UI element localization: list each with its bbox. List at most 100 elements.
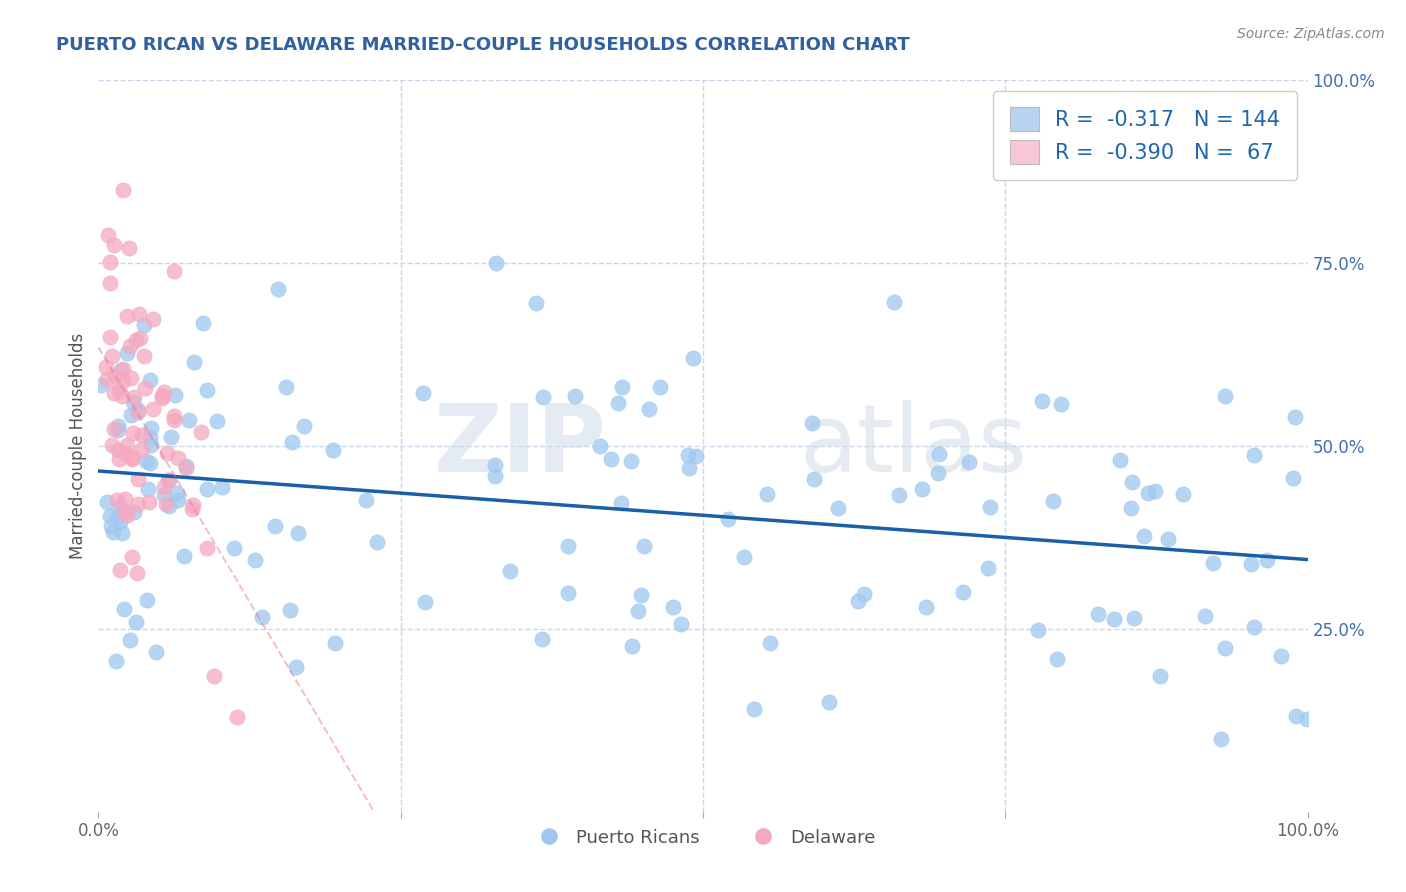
Point (139, 430, 162, 444)
Point (132, 318, 155, 332)
Point (112, 602, 135, 616)
Point (97, 227, 120, 242)
Legend: Puerto Ricans, Delaware: Puerto Ricans, Delaware (523, 822, 883, 854)
Point (285, 660, 308, 674)
Point (127, 566, 149, 580)
Point (250, 610, 273, 624)
Point (1121, 500, 1143, 515)
Point (107, 452, 129, 467)
Point (530, 632, 553, 646)
Point (107, 509, 129, 524)
Point (127, 472, 149, 486)
Point (166, 451, 188, 466)
Point (167, 492, 190, 507)
Point (163, 388, 186, 402)
Point (103, 238, 125, 252)
Point (131, 442, 153, 457)
Point (127, 402, 149, 417)
Point (108, 500, 131, 514)
Point (134, 381, 156, 395)
Point (121, 451, 143, 466)
Point (224, 541, 246, 555)
Point (136, 593, 159, 607)
Point (676, 448, 699, 462)
Point (110, 563, 132, 577)
Point (846, 594, 869, 608)
Point (1143, 484, 1166, 499)
Point (156, 446, 179, 460)
Point (121, 450, 143, 464)
Point (108, 516, 131, 530)
Point (412, 386, 434, 401)
Point (323, 636, 346, 650)
Point (267, 282, 290, 296)
Point (957, 455, 980, 469)
Point (264, 519, 287, 533)
Point (122, 505, 145, 519)
Point (928, 447, 950, 461)
Point (181, 498, 204, 512)
Point (163, 409, 186, 423)
Point (633, 539, 655, 553)
Point (630, 588, 652, 602)
Point (139, 456, 162, 470)
Point (1213, 389, 1236, 403)
Point (120, 408, 142, 422)
Point (1194, 608, 1216, 623)
Point (1102, 612, 1125, 626)
Point (153, 480, 176, 494)
Text: PUERTO RICAN VS DELAWARE MARRIED-COUPLE HOUSEHOLDS CORRELATION CHART: PUERTO RICAN VS DELAWARE MARRIED-COUPLE … (56, 36, 910, 54)
Point (1215, 640, 1237, 655)
Point (294, 418, 316, 433)
Point (1171, 487, 1194, 501)
Point (174, 458, 197, 473)
Point (927, 466, 949, 480)
Point (627, 604, 650, 618)
Point (136, 482, 159, 496)
Point (111, 183, 134, 197)
Point (157, 499, 180, 513)
Point (115, 508, 138, 523)
Point (103, 524, 125, 539)
Point (142, 401, 165, 416)
Point (274, 379, 297, 393)
Point (484, 458, 506, 472)
Point (557, 586, 579, 600)
Point (197, 541, 219, 555)
Point (107, 442, 129, 457)
Point (1284, 410, 1306, 425)
Point (524, 296, 547, 310)
Point (118, 241, 141, 255)
Point (911, 482, 934, 496)
Point (883, 294, 905, 309)
Point (827, 501, 849, 516)
Point (128, 331, 150, 345)
Point (145, 645, 167, 659)
Point (104, 654, 127, 668)
Point (977, 561, 1000, 575)
Point (117, 438, 139, 452)
Point (139, 421, 162, 435)
Point (98, 255, 121, 269)
Point (662, 599, 685, 614)
Point (163, 413, 186, 427)
Point (1270, 648, 1292, 663)
Point (682, 351, 704, 365)
Y-axis label: Married-couple Households: Married-couple Households (69, 333, 87, 559)
Point (755, 487, 778, 501)
Point (557, 539, 579, 553)
Point (1121, 475, 1143, 489)
Point (177, 412, 200, 426)
Point (211, 480, 233, 494)
Point (107, 493, 129, 508)
Point (1149, 669, 1171, 683)
Point (115, 310, 138, 324)
Point (669, 617, 692, 632)
Text: Source: ZipAtlas.com: Source: ZipAtlas.com (1237, 27, 1385, 41)
Point (180, 501, 202, 516)
Point (650, 379, 672, 393)
Point (620, 454, 643, 468)
Point (818, 695, 841, 709)
Point (413, 595, 436, 609)
Point (142, 311, 165, 326)
